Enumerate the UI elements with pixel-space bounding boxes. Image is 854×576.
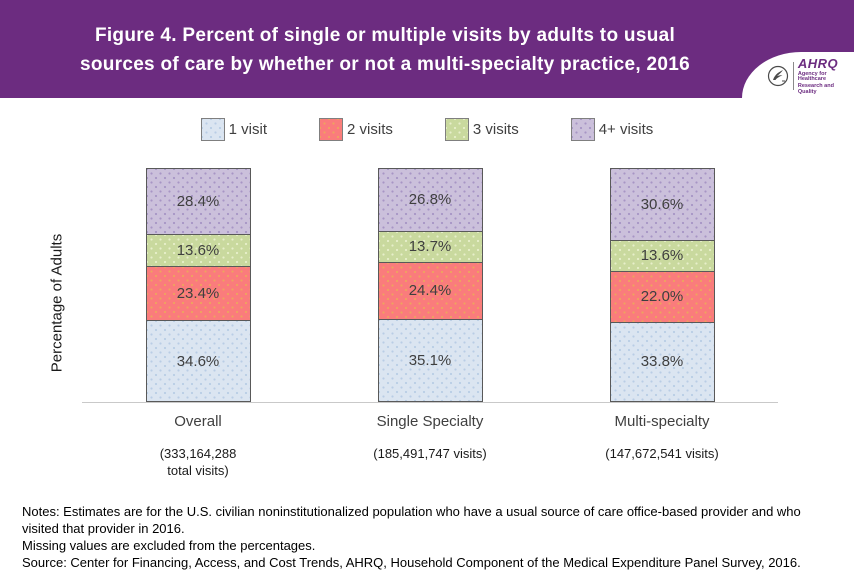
segment-value-label: 30.6%: [640, 195, 684, 213]
segment-value-label: 24.4%: [408, 282, 452, 300]
category-label: Overall: [174, 413, 222, 430]
segment-value-label: 26.8%: [408, 191, 452, 209]
category-label: Multi-specialty: [614, 413, 710, 430]
notes-line1: Notes: Estimates are for the U.S. civili…: [22, 504, 801, 536]
figure-title-line1: Figure 4. Percent of single or multiple …: [94, 25, 676, 46]
category-sublabel: (147,672,541 visits): [546, 445, 778, 479]
logo-text: AHRQ Agency for Healthcare Research and …: [798, 57, 849, 95]
category-sublabels: (333,164,288 total visits) (185,491,747 vi…: [82, 445, 778, 479]
legend-label: 4+ visits: [598, 120, 654, 138]
bar-segment-3-visits: 13.6%: [145, 234, 251, 267]
legend-item-3-visits: 3 visits: [444, 117, 519, 141]
bar-segment-1-visit: 33.8%: [609, 321, 715, 402]
legend-label: 2 visits: [347, 120, 393, 138]
legend-swatch-icon: [570, 117, 595, 141]
bar-segment-3-visits: 13.6%: [609, 239, 715, 272]
ahrq-wordmark: AHRQ: [797, 56, 839, 71]
notes-line3: Source: Center for Financing, Access, an…: [22, 555, 801, 570]
segment-value-label: 22.0%: [640, 288, 684, 306]
figure-title-line2: sources of care by whether or not a mult…: [79, 54, 691, 75]
bar-segment-2-visits: 23.4%: [145, 265, 251, 321]
bar-segment-4-visits: 28.4%: [145, 168, 251, 236]
bar-segment-4-visits: 26.8%: [377, 168, 483, 232]
bar-segment-1-visit: 34.6%: [145, 320, 251, 402]
legend-label: 1 visit: [228, 120, 268, 138]
y-axis-label: Percentage of Adults: [48, 233, 66, 373]
segment-value-label: 23.4%: [176, 284, 220, 302]
plot-area: 28.4% 13.6% 23.4% 34.6% 26.8% 13.7% 24.4% 35.1%…: [82, 166, 778, 403]
category-labels: Overall Single Specialty Multi-specialty: [82, 413, 778, 430]
legend-item-2-visits: 2 visits: [319, 117, 393, 141]
bar-segment-2-visits: 24.4%: [377, 262, 483, 320]
plot-bars: 28.4% 13.6% 23.4% 34.6% 26.8% 13.7% 24.4% 35.1%…: [82, 166, 778, 402]
stacked-bar-Overall: 28.4% 13.6% 23.4% 34.6%: [145, 168, 251, 402]
figure-title: Figure 4. Percent of single or multiple …: [0, 0, 770, 79]
category-sublabel: (185,491,747 visits): [314, 445, 546, 479]
segment-value-label: 28.4%: [176, 193, 220, 211]
segment-value-label: 13.6%: [176, 241, 220, 259]
category-label: Single Specialty: [376, 413, 484, 430]
segment-value-label: 34.6%: [176, 352, 220, 370]
segment-value-label: 13.6%: [640, 247, 684, 265]
category-sublabel-line: (147,672,541 visits): [605, 446, 719, 461]
bar-segment-3-visits: 13.7%: [377, 230, 483, 264]
notes-line2: Missing values are excluded from the per…: [22, 538, 316, 553]
segment-value-label: 13.7%: [408, 238, 452, 256]
legend: 1 visit 2 visits 3 visits 4+ visits: [0, 117, 854, 141]
bar-segment-4-visits: 30.6%: [609, 168, 715, 241]
header-banner: Figure 4. Percent of single or multiple …: [0, 0, 854, 98]
segment-value-label: 35.1%: [408, 351, 452, 369]
logo-divider: [793, 62, 794, 90]
ahrq-tagline-line1: Agency for Healthcare: [797, 70, 827, 82]
legend-swatch-icon: [444, 117, 469, 141]
legend-item-4-visits: 4+ visits: [570, 117, 654, 141]
category-sublabel-line: total visits): [167, 463, 229, 478]
category-sublabel-line: (333,164,288: [159, 446, 237, 461]
category-sublabel: (333,164,288 total visits): [82, 445, 314, 479]
segment-value-label: 33.8%: [640, 353, 684, 371]
category-sublabel-line: (185,491,747 visits): [373, 446, 487, 461]
chart: 1 visit 2 visits 3 visits 4+ visits Percent…: [0, 117, 854, 479]
notes: Notes: Estimates are for the U.S. civili…: [22, 503, 840, 571]
hhs-eagle-icon: [767, 65, 789, 87]
stacked-bar-Multi-specialty: 30.6% 13.6% 22.0% 33.8%: [609, 168, 715, 402]
bar-segment-1-visit: 35.1%: [377, 318, 483, 402]
ahrq-tagline-line2: Research and Quality: [797, 83, 834, 95]
bar-segment-2-visits: 22.0%: [609, 270, 715, 323]
legend-swatch-icon: [200, 117, 225, 141]
legend-label: 3 visits: [472, 120, 519, 138]
legend-item-1-visit: 1 visit: [200, 117, 268, 141]
legend-swatch-icon: [319, 117, 344, 141]
stacked-bar-Single-Specialty: 26.8% 13.7% 24.4% 35.1%: [377, 168, 483, 402]
